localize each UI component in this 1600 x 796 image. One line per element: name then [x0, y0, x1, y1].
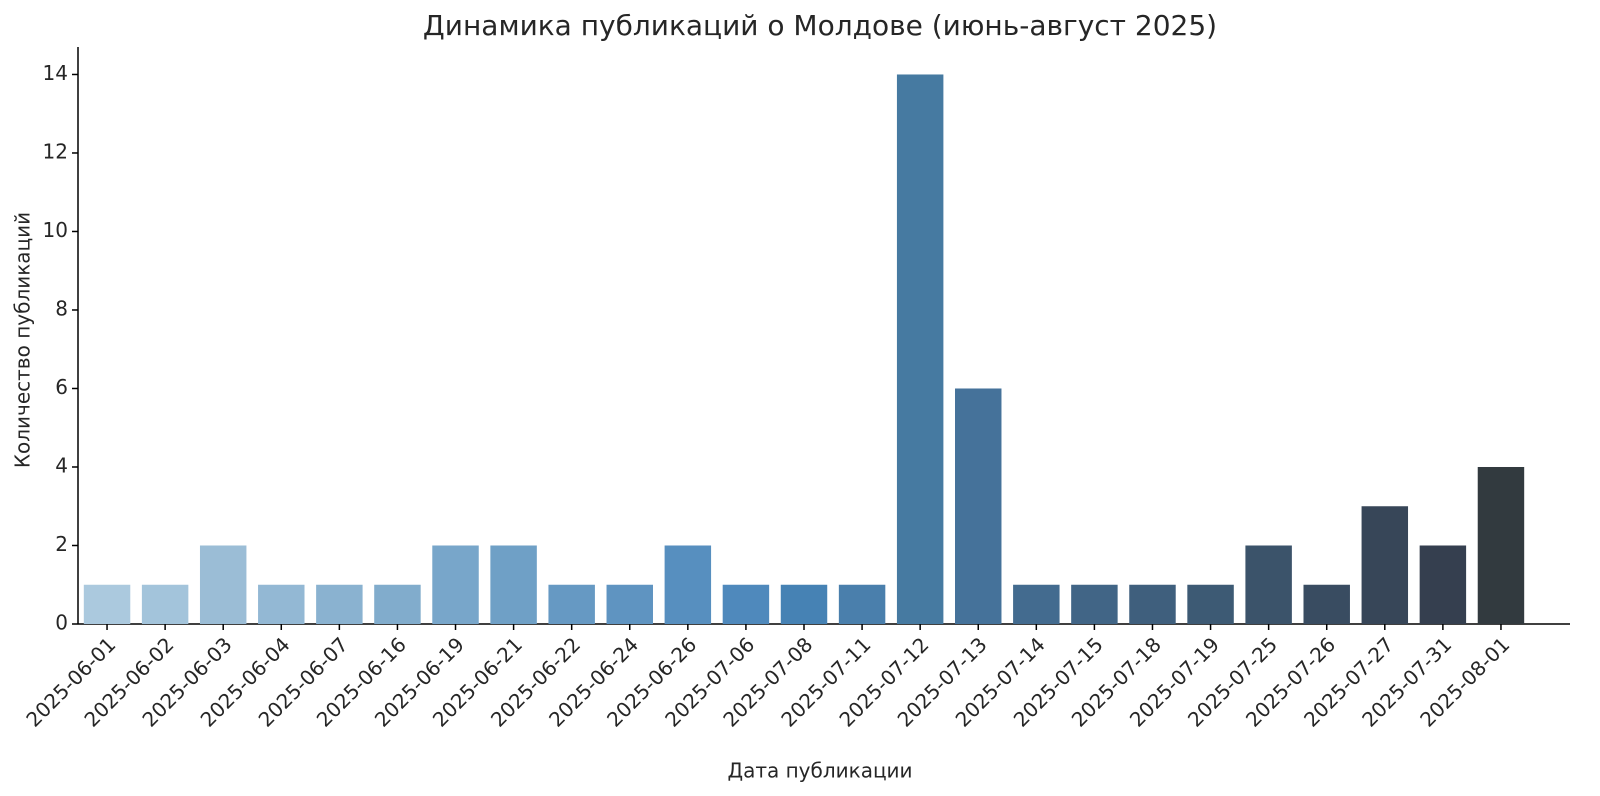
- bar: [83, 584, 131, 624]
- bar: [838, 584, 886, 624]
- bar: [664, 545, 712, 624]
- y-axis-label: Количество публикаций: [11, 212, 35, 468]
- bar: [199, 545, 247, 624]
- y-tick-label: 4: [55, 453, 68, 477]
- bar: [1419, 545, 1467, 624]
- y-tick-label: 0: [55, 611, 68, 635]
- y-tick-label: 6: [55, 375, 68, 399]
- bar: [490, 545, 537, 624]
- bar: [1245, 545, 1292, 624]
- chart-title: Динамика публикаций о Молдове (июнь-авгу…: [423, 9, 1217, 42]
- bar: [432, 545, 479, 624]
- bar: [1187, 584, 1234, 624]
- bar: [606, 584, 653, 624]
- bar: [1303, 584, 1350, 624]
- y-tick-label: 8: [55, 296, 68, 320]
- bar: [548, 584, 595, 624]
- bar: [1477, 466, 1525, 624]
- bar: [1013, 584, 1060, 624]
- bar: [1129, 584, 1176, 624]
- bar: [374, 584, 421, 624]
- bar: [258, 584, 305, 624]
- bar: [1361, 506, 1409, 624]
- y-tick-label: 12: [43, 139, 68, 163]
- y-tick-label: 10: [43, 218, 68, 242]
- y-tick-label: 2: [55, 532, 68, 556]
- bar: [141, 584, 189, 624]
- bar: [955, 388, 1002, 624]
- bar: [780, 584, 828, 624]
- x-axis-label: Дата публикации: [727, 759, 912, 783]
- bar: [722, 584, 770, 624]
- bar: [896, 74, 944, 624]
- bar: [316, 584, 363, 624]
- y-tick-label: 14: [43, 61, 68, 85]
- bar: [1071, 584, 1118, 624]
